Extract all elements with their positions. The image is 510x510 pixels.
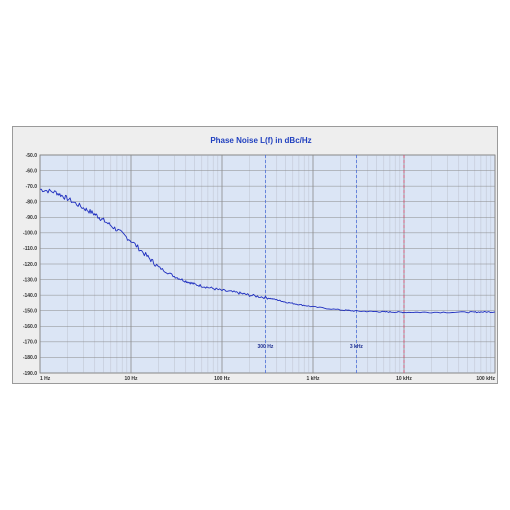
- y-tick-label: -140.0: [23, 293, 37, 299]
- phase-noise-chart: Phase Noise L(f) in dBc/Hz -50.0 -60.0 -70…: [23, 136, 496, 382]
- y-tick-label: -90.0: [26, 215, 38, 221]
- y-tick-label: -130.0: [23, 277, 37, 283]
- y-tick-label: -50.0: [26, 153, 38, 159]
- y-tick-label: -190.0: [23, 371, 37, 377]
- chart-title: Phase Noise L(f) in dBc/Hz: [210, 136, 311, 145]
- y-tick-label: -160.0: [23, 324, 37, 330]
- y-tick-label: -150.0: [23, 309, 37, 315]
- x-tick-label: 10 kHz: [396, 376, 412, 382]
- x-tick-label: 100 Hz: [214, 376, 230, 382]
- y-tick-label: -110.0: [23, 246, 37, 252]
- chart-panel: Phase Noise L(f) in dBc/Hz -50.0 -60.0 -70…: [12, 126, 498, 384]
- marker-label: 3 kHz: [350, 344, 364, 350]
- x-tick-label: 1 Hz: [40, 376, 51, 382]
- marker-label: 300 Hz: [257, 344, 273, 350]
- y-tick-label: -100.0: [23, 231, 37, 237]
- x-tick-label: 100 kHz: [476, 376, 495, 382]
- y-tick-label: -60.0: [26, 168, 38, 174]
- y-tick-label: -70.0: [26, 184, 38, 190]
- y-tick-label: -170.0: [23, 340, 37, 346]
- series-line: [39, 188, 496, 314]
- y-tick-label: -120.0: [23, 262, 37, 268]
- x-tick-label: 1 kHz: [306, 376, 320, 382]
- x-tick-label: 10 Hz: [124, 376, 138, 382]
- y-tick-label: -80.0: [26, 200, 38, 206]
- y-tick-label: -180.0: [23, 355, 37, 361]
